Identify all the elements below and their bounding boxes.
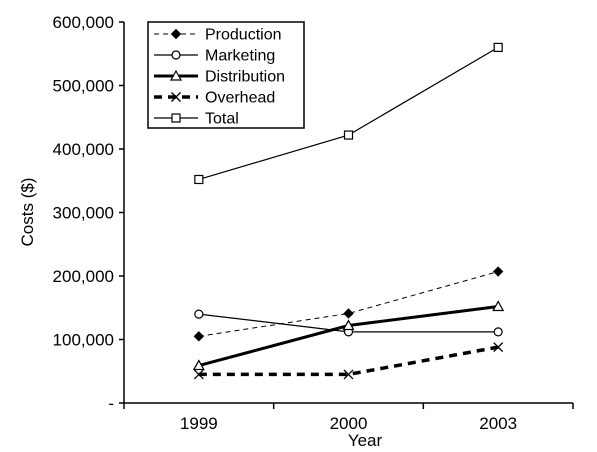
legend-label: Overhead — [205, 90, 275, 107]
data-point-overhead — [193, 369, 204, 380]
x-tick-label: 2003 — [479, 414, 517, 433]
x-axis-title: Year — [348, 431, 383, 450]
y-tick-label: 500,000 — [53, 77, 114, 96]
legend-item-production: Production — [154, 27, 282, 44]
data-point-total — [343, 130, 354, 140]
series-line-overhead — [198, 345, 499, 377]
data-point-production — [343, 308, 354, 319]
series-layer — [192, 42, 505, 380]
x-tick-label: 1999 — [180, 414, 218, 433]
y-tick-label: 600,000 — [53, 13, 114, 32]
x-axis: 1999 2000 2003 — [123, 402, 574, 433]
legend-marker — [171, 50, 181, 60]
series-total — [194, 42, 503, 185]
y-tick-label: - — [108, 394, 114, 413]
legend-item-marketing: Marketing — [154, 48, 275, 65]
y-tick-label: 300,000 — [53, 204, 114, 223]
legend-marker — [169, 69, 183, 81]
legend-marker — [171, 92, 181, 102]
data-point-distribution — [192, 359, 205, 371]
y-axis-title: Costs ($) — [18, 178, 37, 247]
y-tick-label: 400,000 — [53, 140, 114, 159]
data-point-production — [193, 331, 205, 342]
legend-item-overhead: Overhead — [154, 90, 275, 107]
series-line-production — [198, 271, 499, 337]
x-tick-label: 2000 — [330, 414, 368, 433]
data-point-production — [492, 266, 504, 277]
y-tick-label: 200,000 — [53, 267, 114, 286]
legend: Production Marketing Distribution Overhead T… — [147, 21, 305, 129]
legend-item-total: Total — [154, 111, 239, 128]
y-tick-label: 100,000 — [53, 331, 114, 350]
legend-label: Marketing — [205, 48, 275, 65]
y-axis: - 100,000 200,000 300,000 400,000 500,000 600,… — [53, 13, 125, 413]
legend-label: Distribution — [205, 69, 285, 86]
legend-label: Total — [205, 111, 239, 128]
data-point-total — [194, 174, 204, 185]
series-production — [193, 266, 504, 342]
series-overhead — [193, 342, 504, 380]
legend-marker — [171, 113, 181, 123]
legend-label: Production — [205, 27, 282, 44]
legend-item-distribution: Distribution — [154, 69, 285, 86]
data-point-overhead — [343, 369, 354, 380]
data-point-distribution — [342, 319, 355, 331]
series-distribution — [192, 300, 505, 371]
data-point-marketing — [194, 309, 204, 319]
series-marketing — [194, 309, 503, 337]
data-point-total — [493, 42, 503, 53]
data-point-overhead — [493, 342, 504, 353]
data-point-distribution — [492, 300, 505, 312]
legend-marker — [170, 28, 182, 40]
data-point-marketing — [493, 327, 503, 337]
